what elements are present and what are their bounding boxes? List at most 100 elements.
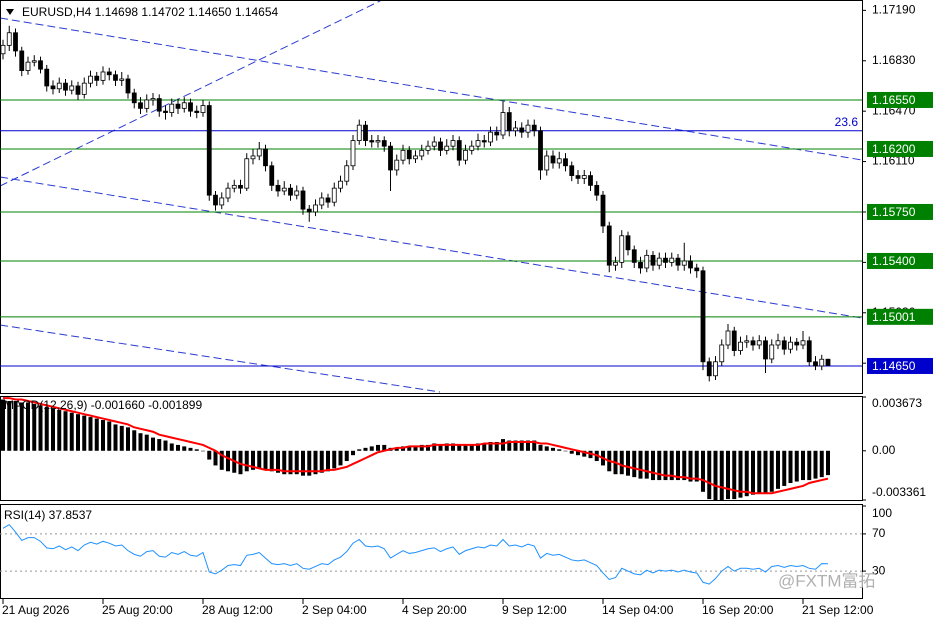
candle-body — [469, 145, 475, 151]
candle-body — [556, 158, 562, 164]
histogram-bar — [382, 444, 387, 451]
price-pane — [0, 0, 863, 394]
x-tick-label: 14 Sep 04:00 — [602, 603, 674, 617]
histogram-bar — [657, 450, 662, 481]
candle-body — [613, 261, 618, 266]
candle-body — [750, 340, 756, 346]
histogram-bar — [326, 450, 330, 472]
histogram-bar — [788, 450, 793, 483]
candle-body — [181, 102, 187, 109]
histogram-bar — [251, 450, 255, 470]
candle-body — [538, 130, 543, 171]
x-tick-label: 9 Sep 12:00 — [502, 603, 567, 617]
candle-body — [644, 254, 650, 269]
candle-body — [625, 235, 631, 251]
watermark: @FXTM富拓 — [778, 571, 876, 590]
candle-body — [706, 361, 712, 377]
x-tick-label: 2 Sep 04:00 — [302, 603, 367, 617]
histogram-bar — [638, 450, 643, 479]
histogram-bar — [269, 450, 274, 472]
histogram-bar — [494, 441, 499, 451]
candle-body — [238, 184, 243, 189]
candle-body — [588, 175, 593, 186]
candle-body — [119, 78, 125, 81]
candle-body — [100, 71, 106, 81]
histogram-bar — [332, 450, 337, 469]
candle-body — [81, 82, 87, 95]
candle-body — [513, 127, 518, 132]
candle-body — [106, 71, 112, 76]
candle-body — [763, 340, 768, 360]
histogram-bar — [144, 434, 149, 451]
histogram-bar — [619, 450, 624, 475]
candle-body — [575, 175, 581, 179]
histogram-bar — [319, 450, 324, 473]
candle-body — [25, 61, 31, 71]
y-tick-label: 100 — [872, 506, 892, 520]
histogram-bar — [57, 409, 62, 451]
candle-body — [713, 361, 718, 377]
histogram-bar — [357, 449, 362, 451]
candle-body — [213, 194, 218, 206]
y-tick-label: 0.00 — [872, 443, 896, 457]
histogram-bar — [369, 446, 374, 451]
histogram-bar — [413, 446, 418, 451]
candle-body — [544, 155, 550, 171]
chart-title: EURUSD,H4 1.14698 1.14702 1.14650 1.1465… — [22, 5, 279, 19]
histogram-bar — [182, 446, 187, 451]
candle-body — [294, 190, 300, 196]
level-label-box — [867, 308, 933, 325]
histogram-bar — [213, 450, 218, 466]
histogram-bar — [207, 450, 212, 460]
candle-body — [69, 85, 75, 91]
candle-body — [13, 32, 18, 52]
candle-body — [569, 165, 575, 176]
candle-body — [31, 60, 37, 63]
histogram-bar — [807, 450, 812, 481]
y-tick-label: -0.003361 — [872, 485, 926, 499]
histogram-bar — [713, 450, 718, 501]
indicator-title: MACD(12,26,9) -0.001660 -0.001899 — [4, 398, 202, 412]
histogram-bar — [476, 443, 480, 451]
rsi-line — [2, 523, 829, 585]
histogram-bar — [694, 450, 699, 482]
histogram-bar — [576, 450, 580, 456]
candle-body — [481, 140, 487, 143]
candle-body — [488, 131, 493, 143]
histogram-bar — [663, 450, 668, 481]
histogram-bar — [276, 450, 280, 473]
histogram-bar — [238, 450, 243, 475]
candle-body — [231, 184, 237, 189]
histogram-bar — [719, 450, 724, 501]
candle-body — [281, 187, 287, 192]
candle-body — [650, 254, 656, 266]
candle-body — [319, 197, 325, 206]
histogram-bar — [407, 446, 412, 451]
histogram-bar — [794, 450, 799, 482]
level-label-box — [867, 140, 933, 157]
candle-body — [369, 140, 375, 143]
candle-body — [600, 194, 606, 227]
histogram-bar — [7, 400, 12, 451]
histogram-bar — [782, 450, 787, 486]
histogram-bar — [351, 450, 355, 456]
histogram-bar — [569, 450, 574, 454]
histogram-bar — [701, 450, 705, 492]
candle-body — [63, 82, 68, 91]
histogram-bar — [757, 450, 762, 494]
histogram-bar — [682, 450, 687, 481]
trendline — [0, 0, 383, 187]
histogram-bar — [626, 450, 630, 476]
indicator-title: RSI(14) 37.8537 — [4, 508, 92, 522]
candle-body — [769, 344, 775, 360]
histogram-bar — [76, 414, 80, 451]
candle-body — [731, 330, 737, 351]
candle-body — [494, 131, 500, 136]
histogram-bar — [138, 433, 143, 451]
candle-body — [681, 260, 687, 266]
candle-body — [363, 124, 368, 141]
histogram-bar — [376, 444, 380, 451]
histogram-bar — [726, 450, 730, 500]
trendlines — [0, 0, 863, 393]
